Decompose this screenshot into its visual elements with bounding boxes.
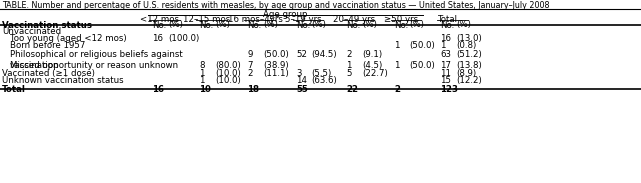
Text: 7: 7 [247,61,253,70]
Text: (94.5): (94.5) [311,50,337,59]
Text: No.: No. [199,20,213,29]
Text: 16 mos–4yrs: 16 mos–4yrs [228,15,283,24]
Text: 16: 16 [152,34,163,43]
Text: (63.6): (63.6) [311,76,337,85]
Text: 1: 1 [199,76,204,85]
Text: (50.0): (50.0) [409,41,435,50]
Text: 16: 16 [440,34,451,43]
Text: Vaccinated (≥1 dose): Vaccinated (≥1 dose) [2,69,95,78]
Text: 1: 1 [346,61,351,70]
Text: 22: 22 [346,85,358,94]
Text: 2: 2 [394,85,400,94]
Text: 15: 15 [440,76,451,85]
Text: 1: 1 [440,41,445,50]
Text: 123: 123 [440,85,458,94]
Text: 12–15 mos: 12–15 mos [183,15,231,24]
Text: (8.9): (8.9) [456,69,476,78]
Text: 11: 11 [440,69,451,78]
Text: 8: 8 [199,61,204,70]
Text: (10.0): (10.0) [215,69,241,78]
Text: 16: 16 [152,85,164,94]
Text: Too young (aged <12 mos): Too young (aged <12 mos) [10,34,127,43]
Text: No.: No. [440,20,454,29]
Text: 55: 55 [296,85,308,94]
Text: (12.2): (12.2) [456,76,482,85]
Text: (%): (%) [362,20,377,29]
Text: Philosophical or religious beliefs against
vaccination: Philosophical or religious beliefs again… [10,50,183,70]
Text: No.: No. [394,20,408,29]
Text: 5: 5 [346,69,351,78]
Text: (11.1): (11.1) [263,69,288,78]
Text: (22.7): (22.7) [362,69,388,78]
Text: TABLE. Number and percentage of U.S. residents with measles, by age group and va: TABLE. Number and percentage of U.S. res… [2,1,549,10]
Text: 52: 52 [296,50,307,59]
Text: 14: 14 [296,76,307,85]
Text: 20–49 yrs: 20–49 yrs [333,15,375,24]
Text: <12 mos: <12 mos [140,15,179,24]
Text: (%): (%) [409,20,424,29]
Text: (13.8): (13.8) [456,61,482,70]
Text: 1: 1 [394,41,399,50]
Text: Unvaccinated: Unvaccinated [2,27,61,36]
Text: No.: No. [152,20,166,29]
Text: 18: 18 [247,85,259,94]
Text: (38.9): (38.9) [263,61,288,70]
Text: Vaccination status: Vaccination status [2,21,92,30]
Text: (10.0): (10.0) [215,76,241,85]
Text: No.: No. [346,20,360,29]
Text: 63: 63 [440,50,451,59]
Text: 10: 10 [199,85,211,94]
Text: Unknown vaccination status: Unknown vaccination status [2,76,124,85]
Text: 9: 9 [247,50,253,59]
Text: No.: No. [247,20,262,29]
Text: 17: 17 [440,61,451,70]
Text: (0.8): (0.8) [456,41,476,50]
Text: 1: 1 [199,69,204,78]
Text: (13.0): (13.0) [456,34,482,43]
Text: (4.5): (4.5) [362,61,382,70]
Text: (%): (%) [263,20,278,29]
Text: 3: 3 [296,69,301,78]
Text: 2: 2 [346,50,351,59]
Text: 1: 1 [394,61,399,70]
Text: 2: 2 [247,69,253,78]
Text: (%): (%) [168,20,183,29]
Text: No.: No. [296,20,310,29]
Text: Age group: Age group [263,10,308,19]
Text: (%): (%) [456,20,471,29]
Text: (9.1): (9.1) [362,50,382,59]
Text: (100.0): (100.0) [168,34,199,43]
Text: (80.0): (80.0) [215,61,241,70]
Text: (%): (%) [215,20,230,29]
Text: Total: Total [438,15,458,24]
Text: Missed opportunity or reason unknown: Missed opportunity or reason unknown [10,61,178,70]
Text: Born before 1957: Born before 1957 [10,41,85,50]
Text: (51.2): (51.2) [456,50,482,59]
Text: (5.5): (5.5) [311,69,331,78]
Text: ≥50 yrs: ≥50 yrs [384,15,418,24]
Text: (50.0): (50.0) [409,61,435,70]
Text: 5–19 yrs: 5–19 yrs [285,15,321,24]
Text: (%): (%) [311,20,326,29]
Text: (50.0): (50.0) [263,50,288,59]
Text: Total: Total [2,85,26,94]
